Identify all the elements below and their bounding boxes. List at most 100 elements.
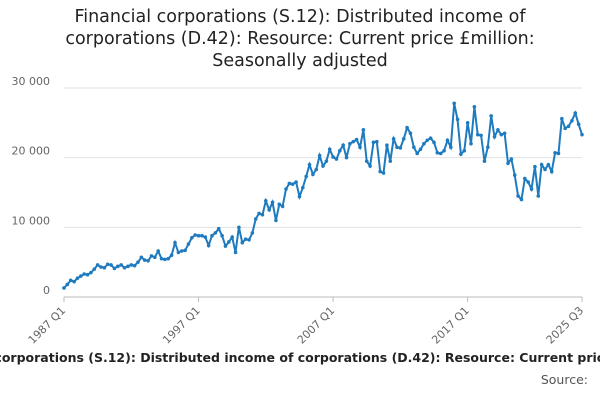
data-point [546, 162, 551, 167]
data-point [267, 208, 271, 212]
data-point [163, 257, 167, 262]
data-point [243, 237, 248, 241]
data-point [445, 138, 450, 143]
data-point [216, 226, 221, 231]
data-point [122, 265, 127, 270]
data-point [287, 181, 292, 186]
x-tick-label: 2017 Q1 [429, 304, 472, 347]
data-point [227, 240, 231, 244]
data-point [543, 167, 547, 172]
series-line [63, 103, 583, 289]
data-point [566, 124, 571, 129]
data-point [526, 180, 530, 184]
data-point [465, 121, 470, 125]
data-point [317, 153, 322, 158]
data-point [422, 141, 426, 146]
data-point [247, 238, 251, 242]
data-point [260, 212, 265, 217]
data-point [334, 157, 339, 161]
data-point [516, 194, 520, 198]
data-point [321, 164, 325, 168]
data-point [119, 263, 123, 267]
data-point [331, 155, 335, 159]
data-point [338, 148, 342, 153]
data-point [462, 148, 467, 153]
data-point [385, 143, 389, 147]
data-point [502, 131, 507, 136]
data-point [408, 131, 413, 136]
data-point [536, 194, 541, 198]
data-point [314, 167, 319, 172]
data-point [264, 199, 268, 203]
data-point [206, 243, 211, 248]
data-point [401, 137, 406, 141]
data-point [435, 150, 440, 155]
data-point [129, 263, 134, 267]
data-point [253, 217, 258, 221]
data-point [72, 279, 76, 284]
data-point [509, 157, 514, 161]
data-point [489, 114, 493, 118]
data-point [153, 255, 157, 260]
data-point [233, 250, 238, 255]
data-point [82, 272, 86, 276]
data-point [512, 173, 517, 177]
data-point [203, 235, 208, 239]
data-point [95, 263, 100, 267]
data-point [418, 147, 423, 152]
data-point [190, 235, 194, 240]
data-point [142, 258, 147, 262]
data-point [301, 185, 305, 190]
data-point [284, 187, 288, 191]
data-point [297, 194, 302, 199]
data-point [570, 118, 574, 123]
data-point [304, 174, 308, 179]
data-point [361, 128, 366, 132]
data-point [179, 249, 184, 253]
data-point [280, 204, 285, 209]
data-point [405, 125, 409, 130]
data-point [344, 155, 349, 160]
data-point [213, 231, 218, 235]
data-point [116, 264, 120, 269]
x-tick-label: 2025 Q3 [544, 304, 587, 347]
data-point [492, 134, 497, 139]
data-point [472, 105, 477, 109]
data-point [459, 152, 463, 156]
data-point [85, 272, 90, 277]
data-point [112, 266, 117, 271]
data-point [469, 141, 473, 146]
data-point [428, 136, 433, 140]
data-point [139, 255, 144, 260]
data-point [506, 161, 510, 166]
data-point [294, 180, 298, 184]
y-tick-label: 0 [43, 284, 50, 297]
data-point [159, 256, 164, 261]
data-point [539, 162, 544, 167]
data-point [65, 282, 70, 287]
data-point [354, 137, 359, 142]
data-point [200, 233, 204, 238]
data-point [230, 235, 234, 239]
y-tick-label: 30 000 [12, 75, 51, 88]
data-point [250, 231, 255, 235]
data-point [240, 240, 245, 245]
data-point [563, 126, 567, 131]
data-point [62, 286, 66, 290]
data-point [223, 244, 228, 248]
data-point [186, 242, 191, 246]
data-point [270, 200, 275, 205]
data-point [196, 233, 201, 238]
data-point [398, 146, 403, 150]
data-point [368, 164, 372, 168]
data-point [149, 254, 154, 258]
data-point [105, 262, 110, 267]
data-point [327, 147, 332, 152]
data-point [576, 122, 581, 127]
y-tick-label: 10 000 [12, 214, 51, 227]
data-point [176, 250, 181, 255]
data-point [277, 202, 282, 207]
data-point [126, 264, 130, 269]
data-point [549, 169, 554, 174]
